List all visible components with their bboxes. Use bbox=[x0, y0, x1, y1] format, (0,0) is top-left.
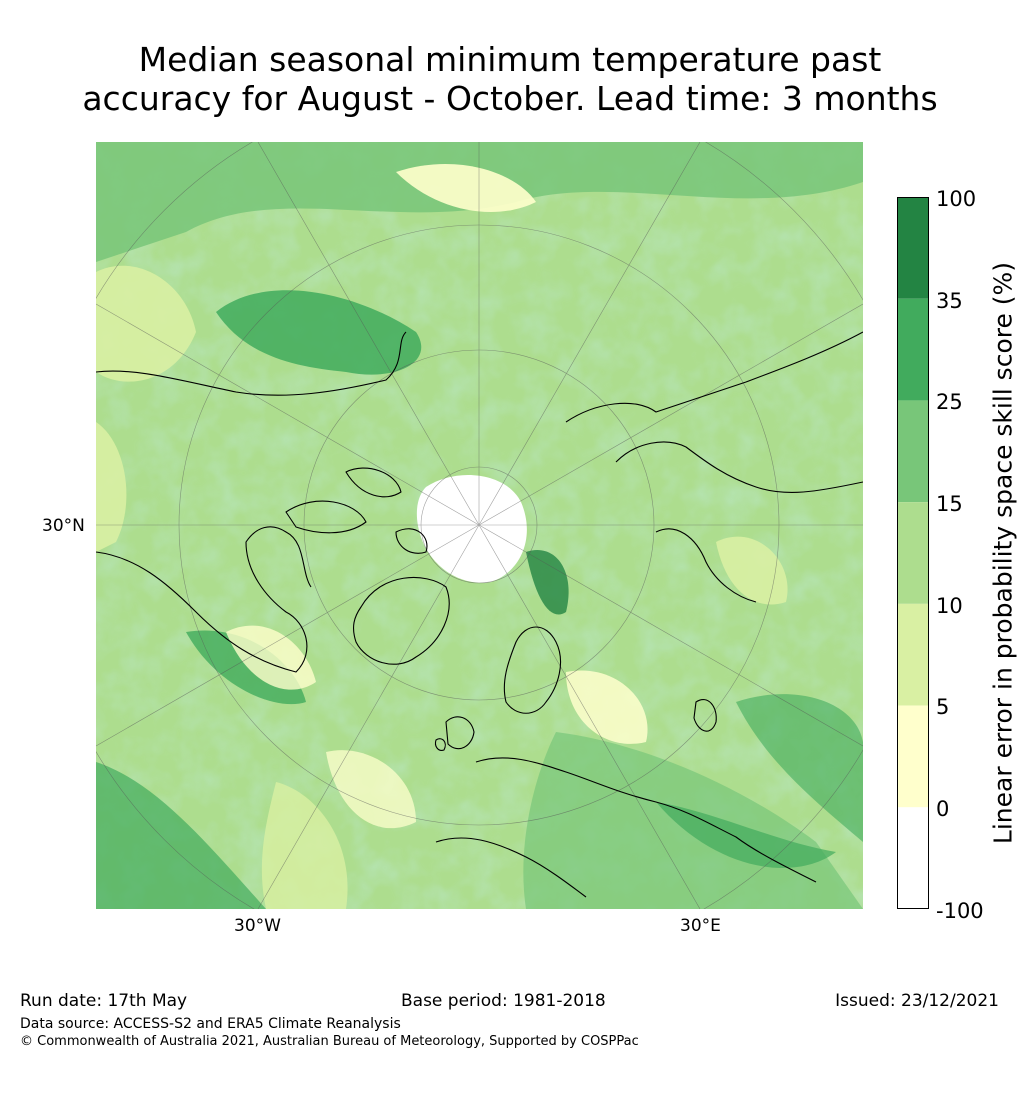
colorbar-bin bbox=[897, 298, 929, 401]
title-line-2: accuracy for August - October. Lead time… bbox=[82, 79, 938, 118]
colorbar-tick-10: 10 bbox=[936, 594, 963, 618]
run-date: Run date: 17th May bbox=[20, 991, 188, 1011]
chart-title: Median seasonal minimum temperature past… bbox=[0, 40, 1020, 118]
colorbar-tick-25: 25 bbox=[936, 390, 963, 414]
colorbar-tick-15: 15 bbox=[936, 492, 963, 516]
colorbar-title: Linear error in probability space skill … bbox=[988, 261, 1018, 845]
north-america-coast bbox=[96, 331, 407, 673]
lon-label-30e: 30°E bbox=[680, 916, 721, 936]
colorbar-bin bbox=[897, 807, 929, 909]
graticule bbox=[96, 142, 863, 909]
issued-date: Issued: 23/12/2021 bbox=[835, 991, 999, 1011]
skill-score-map bbox=[96, 142, 863, 909]
colorbar-bin bbox=[897, 502, 929, 604]
colorbar-tick-100: 100 bbox=[936, 187, 977, 211]
colorbar bbox=[897, 197, 929, 909]
coastlines bbox=[96, 331, 863, 898]
colorbar-bin bbox=[897, 400, 929, 503]
title-line-1: Median seasonal minimum temperature past bbox=[138, 40, 882, 79]
data-source: Data source: ACCESS-S2 and ERA5 Climate … bbox=[20, 1016, 401, 1032]
colorbar-tick-35: 35 bbox=[936, 289, 963, 313]
colorbar-bin bbox=[897, 705, 929, 808]
caspian-coast bbox=[693, 699, 717, 732]
canadian-archipelago-coast bbox=[285, 467, 428, 554]
scandinavia-coast bbox=[503, 626, 562, 714]
copyright: © Commonwealth of Australia 2021, Austra… bbox=[20, 1034, 639, 1049]
base-period: Base period: 1981-2018 bbox=[401, 991, 606, 1011]
colorbar-tick-5: 5 bbox=[936, 695, 950, 719]
colorbar-bin bbox=[897, 603, 929, 706]
greenland-coast bbox=[352, 576, 450, 665]
lon-label-30w: 30°W bbox=[234, 916, 281, 936]
colorbar-tick-0: 0 bbox=[936, 797, 950, 821]
colorbar-tick-minus-100: -100 bbox=[936, 899, 984, 923]
british-isles-coast bbox=[434, 716, 475, 751]
colorbar-bin bbox=[897, 197, 929, 299]
colorbar-outline bbox=[897, 197, 929, 909]
lat-label-30n: 30°N bbox=[42, 516, 85, 536]
europe-coast bbox=[435, 757, 817, 898]
asia-coast bbox=[565, 331, 863, 603]
